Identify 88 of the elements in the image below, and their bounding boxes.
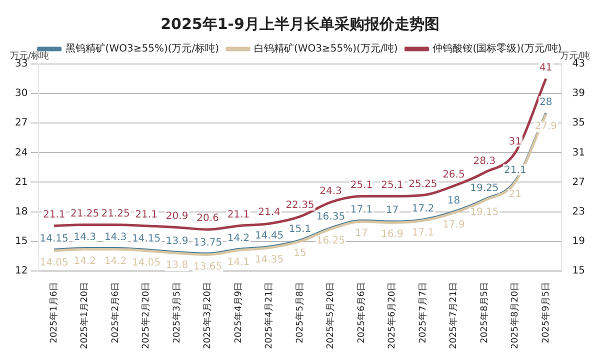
data-label: 25.25 bbox=[408, 178, 438, 190]
x-tick-label: 2025年8月20日 bbox=[510, 282, 521, 350]
x-tick-label: 2025年6月6日 bbox=[356, 282, 367, 344]
x-tick-label: 2025年4月9日 bbox=[232, 282, 244, 344]
data-label: 31 bbox=[508, 136, 522, 148]
data-label: 14.3 bbox=[104, 232, 127, 243]
y2-tick-label: 39 bbox=[572, 88, 586, 100]
data-label: 21.1 bbox=[42, 209, 66, 220]
data-label: 21.1 bbox=[135, 209, 158, 220]
data-label: 17.2 bbox=[412, 203, 434, 214]
y-tick-label: 18 bbox=[14, 206, 28, 218]
data-label: 17.1 bbox=[412, 227, 434, 238]
data-label: 21.1 bbox=[504, 164, 526, 176]
data-label: 20.9 bbox=[166, 210, 188, 222]
data-label: 14.2 bbox=[104, 256, 127, 267]
data-label: 26.5 bbox=[442, 170, 465, 181]
data-label: 17 bbox=[386, 205, 399, 216]
legend-label: 白钨精矿(WO3≥55%)(万元/吨) bbox=[254, 42, 398, 55]
data-label: 17.9 bbox=[442, 219, 465, 230]
data-label: 28.3 bbox=[473, 156, 496, 168]
y-tick-label: 12 bbox=[14, 266, 28, 277]
data-label: 14.2 bbox=[74, 256, 96, 267]
data-label: 13.75 bbox=[193, 237, 222, 248]
chart-title: 2025年1-9月上半月长单采购报价走势图 bbox=[160, 14, 440, 33]
data-label: 14.35 bbox=[254, 254, 284, 266]
data-label: 14.3 bbox=[74, 232, 96, 243]
x-tick-label: 2025年9月5日 bbox=[540, 282, 552, 344]
x-tick-label: 2025年7月7日 bbox=[417, 282, 428, 344]
legend-label: 黑钨精矿(WO3≥55%)(万元/标吨) bbox=[65, 42, 220, 55]
legend-label: 仲钨酸铵(国标零级)(万元/吨) bbox=[432, 42, 562, 55]
x-tick-label: 2025年6月20日 bbox=[386, 282, 398, 350]
y2-tick-label: 35 bbox=[572, 118, 586, 129]
data-label: 16.25 bbox=[316, 236, 346, 247]
data-label: 21.25 bbox=[70, 208, 100, 220]
data-label: 14.15 bbox=[40, 233, 68, 244]
data-label: 13.9 bbox=[166, 236, 188, 247]
y2-tick-label: 19 bbox=[572, 236, 586, 247]
data-label: 13.65 bbox=[193, 261, 222, 272]
x-tick-label: 2025年7月21日 bbox=[448, 282, 460, 350]
x-tick-label: 2025年5月8日 bbox=[294, 282, 306, 344]
x-tick-label: 2025年2月20日 bbox=[140, 282, 152, 350]
data-label: 22.35 bbox=[286, 200, 314, 212]
data-label: 14.1 bbox=[227, 256, 250, 268]
x-tick-label: 2025年2月6日 bbox=[110, 282, 121, 344]
data-label: 15 bbox=[294, 248, 306, 259]
data-label: 14.2 bbox=[227, 232, 250, 244]
y2-tick-label: 15 bbox=[572, 266, 586, 277]
y-tick-label: 30 bbox=[14, 88, 28, 100]
data-label: 41 bbox=[540, 62, 552, 74]
data-label: 16.9 bbox=[381, 229, 404, 240]
y-tick-label: 21 bbox=[14, 176, 28, 188]
data-label: 21.25 bbox=[101, 208, 130, 220]
x-tick-label: 2025年5月20日 bbox=[325, 282, 336, 350]
data-label: 14.15 bbox=[132, 233, 161, 244]
y2-tick-label: 43 bbox=[572, 58, 586, 70]
data-label: 14.45 bbox=[254, 230, 284, 242]
data-label: 14.05 bbox=[40, 257, 68, 268]
data-label: 18 bbox=[447, 195, 460, 206]
data-label: 21.4 bbox=[258, 207, 280, 218]
data-label: 27.9 bbox=[534, 120, 558, 132]
data-label: 17.1 bbox=[350, 204, 373, 216]
x-tick-label: 2025年1月20日 bbox=[79, 282, 90, 350]
data-label: 28 bbox=[540, 96, 552, 108]
data-label: 20.6 bbox=[196, 213, 219, 224]
x-tick-label: 2025年1月6日 bbox=[48, 282, 60, 344]
y-tick-label: 24 bbox=[14, 147, 28, 158]
data-label: 19.15 bbox=[470, 207, 499, 218]
data-label: 24.3 bbox=[320, 186, 342, 197]
data-label: 21 bbox=[508, 188, 522, 200]
y-tick-label: 15 bbox=[14, 236, 28, 247]
y-tick-label: 27 bbox=[14, 118, 28, 129]
x-tick-label: 2025年3月20日 bbox=[202, 282, 214, 350]
y2-tick-label: 23 bbox=[572, 206, 586, 218]
data-label: 13.8 bbox=[166, 260, 188, 271]
data-label: 15.1 bbox=[288, 224, 312, 235]
x-tick-label: 2025年4月21日 bbox=[264, 282, 275, 350]
data-label: 25.1 bbox=[381, 180, 404, 191]
data-label: 16.35 bbox=[316, 212, 346, 223]
data-label: 17 bbox=[355, 228, 368, 240]
data-label: 19.25 bbox=[470, 183, 499, 194]
y2-tick-label: 27 bbox=[572, 176, 586, 188]
x-tick-label: 2025年8月5日 bbox=[478, 282, 490, 344]
x-tick-label: 2025年3月5日 bbox=[171, 282, 182, 344]
y-tick-label: 33 bbox=[14, 58, 28, 70]
data-label: 21.1 bbox=[227, 209, 250, 220]
y2-tick-label: 31 bbox=[572, 147, 586, 158]
data-label: 25.1 bbox=[350, 180, 373, 191]
data-label: 14.05 bbox=[132, 257, 161, 268]
